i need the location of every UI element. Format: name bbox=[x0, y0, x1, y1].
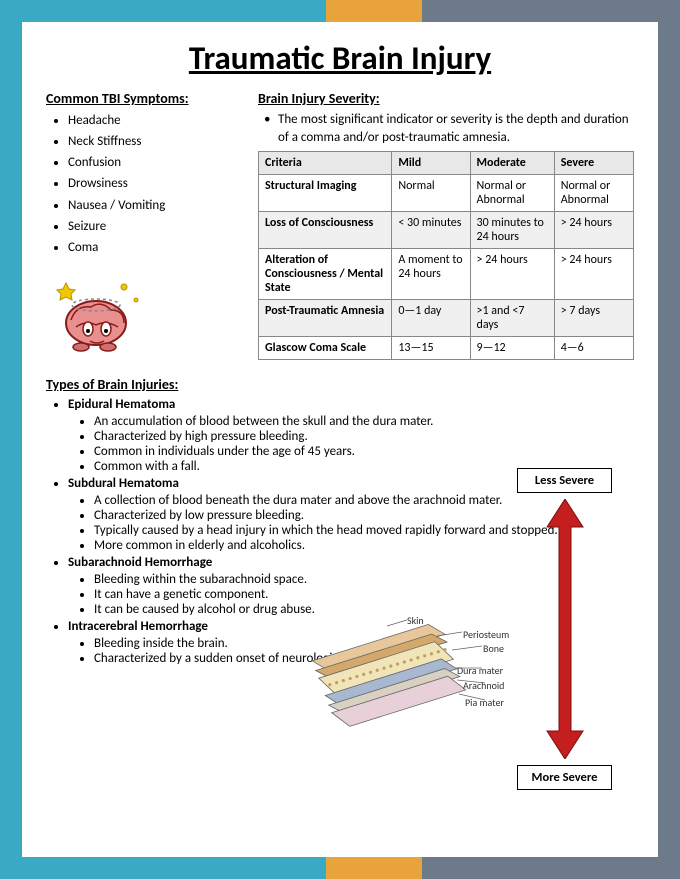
severity-note: The most significant indicator or severi… bbox=[258, 111, 634, 147]
injury-type-name: Intracerebral Hemorrhage bbox=[68, 619, 208, 634]
border-top bbox=[0, 0, 680, 22]
right-column: Brain Injury Severity: The most signific… bbox=[258, 90, 634, 370]
symptom-item: Nausea / Vomiting bbox=[68, 196, 246, 216]
two-column-layout: Common TBI Symptoms: HeadacheNeck Stiffn… bbox=[46, 90, 634, 370]
severity-value-cell: > 7 days bbox=[554, 300, 633, 337]
severity-column-header: Mild bbox=[392, 152, 470, 175]
severity-criteria-cell: Loss of Consciousness bbox=[259, 212, 392, 249]
symptom-item: Headache bbox=[68, 111, 246, 131]
severity-value-cell: 0—1 day bbox=[392, 300, 470, 337]
severity-criteria-cell: Alteration of Consciousness / Mental Sta… bbox=[259, 249, 392, 300]
severity-arrow-block: Less Severe More Severe bbox=[517, 468, 612, 790]
page-title: Traumatic Brain Injury bbox=[46, 38, 634, 78]
border-top-seg3 bbox=[422, 0, 680, 22]
severity-row: Post-Traumatic Amnesia0—1 day>1 and <7 d… bbox=[259, 300, 634, 337]
severity-value-cell: Normal or Abnormal bbox=[554, 175, 633, 212]
severity-value-cell: > 24 hours bbox=[554, 249, 633, 300]
severity-arrow-icon bbox=[543, 499, 587, 759]
severity-table: CriteriaMildModerateSevere Structural Im… bbox=[258, 151, 634, 360]
severity-row: Structural ImagingNormalNormal or Abnorm… bbox=[259, 175, 634, 212]
severity-value-cell: >1 and <7 days bbox=[470, 300, 554, 337]
brain-cartoon-icon bbox=[46, 265, 156, 365]
symptom-item: Seizure bbox=[68, 217, 246, 237]
severity-value-cell: 4—6 bbox=[554, 337, 633, 360]
severity-criteria-cell: Structural Imaging bbox=[259, 175, 392, 212]
severity-row: Alteration of Consciousness / Mental Sta… bbox=[259, 249, 634, 300]
border-right bbox=[658, 0, 680, 879]
symptom-item: Coma bbox=[68, 238, 246, 258]
injury-type-item: Epidural Hematoma An accumulation of bloo… bbox=[68, 397, 634, 474]
severity-value-cell: < 30 minutes bbox=[392, 212, 470, 249]
left-column: Common TBI Symptoms: HeadacheNeck Stiffn… bbox=[46, 90, 246, 370]
severity-heading: Brain Injury Severity: bbox=[258, 90, 634, 107]
injury-point: An accumulation of blood between the sku… bbox=[94, 414, 634, 429]
injury-type-name: Subarachnoid Hemorrhage bbox=[68, 555, 212, 570]
injury-point: Common in individuals under the age of 4… bbox=[94, 444, 634, 459]
types-heading: Types of Brain Injuries: bbox=[46, 376, 634, 393]
layer-label-arachnoid: Arachnoid bbox=[463, 679, 504, 692]
severity-value-cell: Normal bbox=[392, 175, 470, 212]
severity-row: Loss of Consciousness< 30 minutes30 minu… bbox=[259, 212, 634, 249]
symptom-item: Confusion bbox=[68, 153, 246, 173]
border-bottom-seg2 bbox=[326, 857, 421, 879]
border-bottom bbox=[0, 857, 680, 879]
more-severe-label: More Severe bbox=[517, 765, 612, 790]
injury-type-name: Epidural Hematoma bbox=[68, 397, 175, 412]
severity-value-cell: 30 minutes to 24 hours bbox=[470, 212, 554, 249]
injury-type-name: Subdural Hematoma bbox=[68, 476, 179, 491]
severity-criteria-cell: Post-Traumatic Amnesia bbox=[259, 300, 392, 337]
severity-value-cell: > 24 hours bbox=[470, 249, 554, 300]
severity-column-header: Moderate bbox=[470, 152, 554, 175]
severity-value-cell: > 24 hours bbox=[554, 212, 633, 249]
border-top-seg1 bbox=[0, 0, 326, 22]
layer-label-periosteum: Periosteum bbox=[463, 628, 509, 641]
severity-value-cell: 9—12 bbox=[470, 337, 554, 360]
severity-column-header: Severe bbox=[554, 152, 633, 175]
border-left bbox=[0, 0, 22, 879]
border-bottom-seg1 bbox=[0, 857, 326, 879]
layer-label-skin: Skin bbox=[407, 614, 424, 627]
severity-row: Glascow Coma Scale13—159—124—6 bbox=[259, 337, 634, 360]
injury-point: Characterized by high pressure bleeding. bbox=[94, 429, 634, 444]
border-top-seg2 bbox=[326, 0, 421, 22]
border-bottom-seg3 bbox=[422, 857, 680, 879]
layer-label-bone: Bone bbox=[483, 642, 504, 655]
severity-value-cell: 13—15 bbox=[392, 337, 470, 360]
severity-criteria-cell: Glascow Coma Scale bbox=[259, 337, 392, 360]
symptom-item: Neck Stiffness bbox=[68, 132, 246, 152]
layer-label-dura: Dura mater bbox=[457, 664, 503, 677]
severity-column-header: Criteria bbox=[259, 152, 392, 175]
skull-layers-diagram: Skin Periosteum Bone Dura mater Arachnoi… bbox=[307, 618, 507, 748]
layer-label-pia: Pia mater bbox=[465, 696, 504, 709]
severity-value-cell: Normal or Abnormal bbox=[470, 175, 554, 212]
symptoms-heading: Common TBI Symptoms: bbox=[46, 90, 246, 107]
symptom-item: Drowsiness bbox=[68, 174, 246, 194]
symptoms-list: HeadacheNeck StiffnessConfusionDrowsines… bbox=[46, 111, 246, 258]
severity-value-cell: A moment to 24 hours bbox=[392, 249, 470, 300]
less-severe-label: Less Severe bbox=[517, 468, 612, 493]
page-content: Traumatic Brain Injury Common TBI Sympto… bbox=[28, 28, 652, 851]
injury-points-list: An accumulation of blood between the sku… bbox=[68, 414, 634, 474]
